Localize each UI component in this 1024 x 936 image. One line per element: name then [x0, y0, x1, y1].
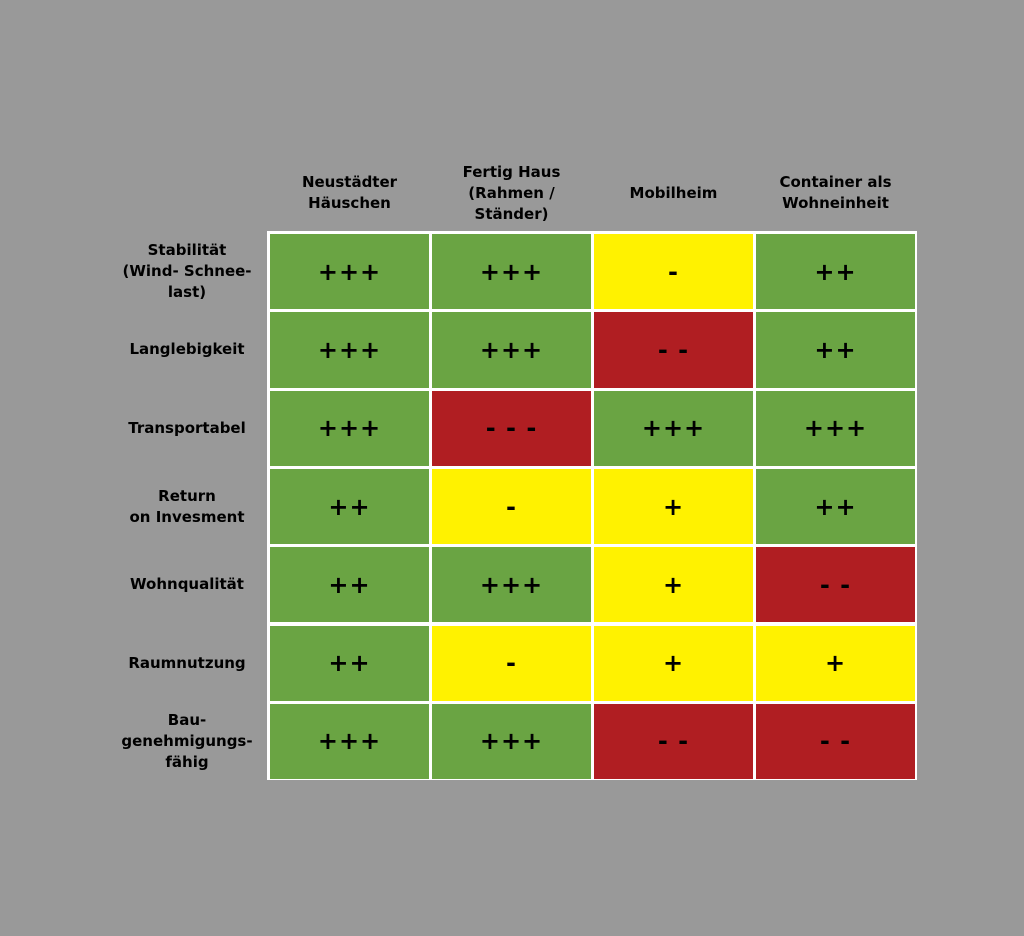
column-header: Container als Wohneinheit — [779, 173, 892, 212]
rating-cell: + — [756, 625, 915, 701]
row-header: Langlebigkeit — [129, 340, 245, 359]
rating-cell: ++ — [270, 625, 429, 701]
rating-cell: +++ — [432, 312, 591, 388]
rating-grid: +++ +++ - ++ +++ +++ - - ++ +++ - - - +++ +++ ++ - + ++… — [267, 231, 917, 780]
rating-cell: + — [594, 547, 753, 623]
rating-cell: - - — [756, 547, 915, 623]
row-header: Return on Invesment — [129, 486, 245, 526]
rating-cell: +++ — [594, 390, 753, 466]
row-header: Transportabel — [128, 418, 246, 437]
rating-cell: +++ — [432, 703, 591, 780]
rating-cell: +++ — [432, 234, 591, 310]
rating-cell: +++ — [756, 390, 915, 466]
rating-cell: + — [594, 625, 753, 701]
rating-cell: ++ — [756, 468, 915, 545]
rating-cell: ++ — [756, 312, 915, 388]
rating-cell: +++ — [270, 234, 429, 310]
row-header: Stabilität (Wind- Schnee- last) — [122, 241, 252, 302]
rating-cell: +++ — [270, 390, 429, 466]
rating-cell: - — [432, 625, 591, 701]
rating-cell: - — [432, 468, 591, 545]
column-header: Neustädter Häuschen — [301, 173, 398, 212]
rating-cell: - - — [594, 703, 753, 780]
rating-cell: ++ — [756, 234, 915, 310]
rating-cell: +++ — [270, 703, 429, 780]
rating-cell: ++ — [270, 547, 429, 623]
column-header: Mobilheim — [629, 183, 718, 202]
rating-cell: +++ — [270, 312, 429, 388]
column-header: Fertig Haus (Rahmen / Ständer) — [462, 162, 561, 223]
rating-cell: - — [594, 234, 753, 310]
rating-cell: - - — [594, 312, 753, 388]
row-header: Wohnqualität — [130, 575, 244, 594]
rating-cell: - - - — [432, 390, 591, 466]
rating-cell: +++ — [432, 547, 591, 623]
row-header: Raumnutzung — [128, 653, 246, 672]
row-header: Bau- genehmigungs- fähig — [121, 710, 253, 771]
rating-cell: ++ — [270, 468, 429, 545]
rating-cell: - - — [756, 703, 915, 780]
rating-cell: + — [594, 468, 753, 545]
